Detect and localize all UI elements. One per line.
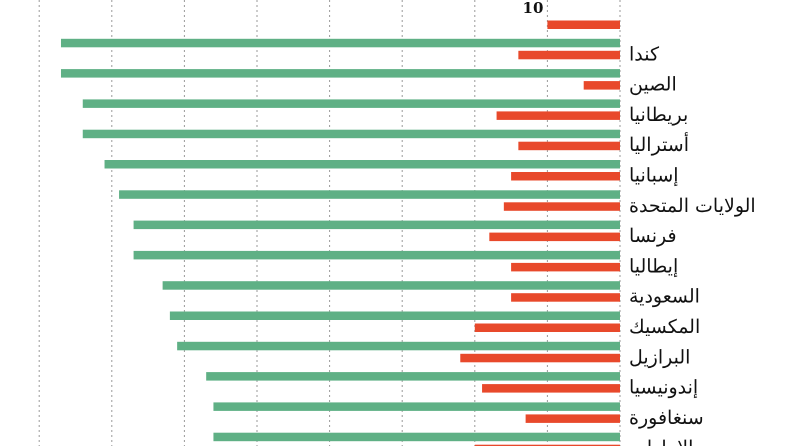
bar-6-series-0 — [119, 190, 620, 199]
bar-0-series-1 — [547, 20, 620, 29]
bar-14-series-1 — [474, 444, 620, 446]
bar-8-series-0 — [133, 250, 620, 260]
bar-9-series-1 — [511, 293, 620, 302]
bar-11-series-1 — [460, 353, 620, 363]
category-label-10: المكسيك — [629, 316, 700, 338]
category-label-13: سنغافورة — [629, 407, 704, 429]
bar-13-series-0 — [213, 402, 620, 411]
category-label-1: كندا — [629, 43, 660, 65]
bar-6-series-1 — [503, 202, 620, 211]
category-label-9: السعودية — [629, 286, 700, 308]
category-label-7: فرنسا — [629, 225, 677, 247]
bar-9-series-0 — [162, 281, 620, 290]
bar-5-series-1 — [511, 172, 620, 181]
category-label-6: الولايات المتحدة — [629, 195, 756, 217]
bar-1-series-0 — [60, 38, 621, 48]
bar-12-series-0 — [206, 372, 620, 381]
gridlines — [38, 0, 621, 446]
category-label-12: إندونيسيا — [629, 377, 698, 399]
bar-11-series-0 — [177, 341, 620, 351]
bar-12-series-1 — [482, 384, 620, 393]
bar-7-series-0 — [133, 220, 620, 230]
bar-8-series-1 — [511, 262, 620, 272]
category-label-11: البرازيل — [629, 346, 690, 368]
bar-4-series-0 — [82, 129, 620, 139]
bars — [60, 20, 621, 446]
bar-10-series-1 — [474, 323, 620, 332]
bar-3-series-1 — [496, 111, 620, 120]
category-labels: كندا الصين بريطانيا أستراليا إسبانيا الولايات… — [523, 0, 756, 446]
bar-2-series-1 — [583, 81, 620, 90]
bar-4-series-1 — [518, 141, 620, 151]
bar-3-series-0 — [82, 99, 620, 108]
category-label-2: الصين — [629, 74, 677, 96]
category-label-4: أستراليا — [629, 131, 689, 156]
bar-2-series-0 — [60, 69, 621, 78]
category-label-14: الإمارات — [629, 437, 693, 446]
bar-5-series-0 — [104, 160, 621, 169]
bar-7-series-1 — [489, 232, 620, 242]
bar-1-series-1 — [518, 50, 620, 60]
data-label-0: 10 — [523, 0, 544, 17]
bar-13-series-1 — [525, 414, 620, 423]
category-label-3: بريطانيا — [629, 104, 688, 126]
category-label-5: إسبانيا — [629, 165, 679, 187]
category-label-8: إيطاليا — [629, 255, 678, 277]
bar-10-series-0 — [169, 311, 620, 320]
bar-14-series-0 — [213, 432, 620, 442]
